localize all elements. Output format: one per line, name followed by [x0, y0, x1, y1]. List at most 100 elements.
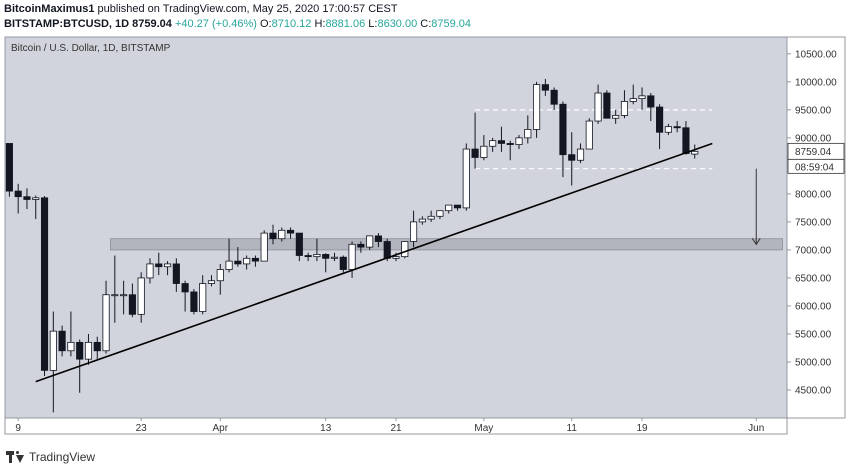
candle-up[interactable]: [313, 238, 321, 262]
candle-down[interactable]: [172, 258, 180, 292]
candle-body: [339, 256, 347, 270]
candle-up[interactable]: [576, 143, 585, 164]
last-price: 8759.04: [132, 18, 172, 30]
candle-up[interactable]: [102, 280, 110, 354]
candle-down[interactable]: [497, 126, 506, 152]
candle-down[interactable]: [304, 252, 312, 262]
candle-down[interactable]: [40, 196, 49, 376]
candle-down[interactable]: [23, 188, 31, 210]
candle-up[interactable]: [418, 216, 426, 225]
candle-body: [383, 241, 391, 259]
candle-up[interactable]: [330, 252, 339, 262]
ohlc-line: BITSTAMP:BTCUSD, 1D 8759.04 +40.27 (+0.4…: [4, 18, 471, 30]
candle-down[interactable]: [251, 255, 259, 267]
x-tick-label: 23: [136, 423, 148, 434]
candle-body: [32, 197, 40, 200]
candle-up[interactable]: [199, 275, 207, 315]
candle-body: [40, 197, 49, 371]
candle-down[interactable]: [550, 87, 558, 110]
candle-up[interactable]: [111, 255, 119, 323]
plot-area[interactable]: [4, 36, 788, 419]
chart-svg[interactable]: Bitcoin / U.S. Dollar, 1D, BITSTAMP 1050…: [0, 33, 850, 439]
candle-down[interactable]: [453, 204, 462, 211]
candle-down[interactable]: [603, 90, 611, 119]
candle-down[interactable]: [357, 241, 365, 253]
candle-up[interactable]: [594, 84, 602, 124]
candle-up[interactable]: [260, 230, 268, 262]
candle-down[interactable]: [541, 79, 549, 96]
countdown-label: 08:59:04: [795, 162, 834, 173]
candle-down[interactable]: [559, 101, 567, 178]
candle-up[interactable]: [612, 109, 620, 124]
candle-down[interactable]: [14, 183, 22, 214]
candle-up[interactable]: [243, 255, 251, 270]
y-tick-label: 5000.00: [795, 357, 832, 368]
candle-down[interactable]: [58, 325, 66, 357]
candle-body: [515, 137, 523, 145]
candle-up[interactable]: [146, 258, 154, 284]
candle-up[interactable]: [163, 261, 172, 276]
candle-up[interactable]: [524, 115, 532, 144]
candle-down[interactable]: [155, 252, 163, 276]
tradingview-logo[interactable]: TradingView: [6, 450, 95, 464]
candle-up[interactable]: [515, 135, 523, 150]
candle-down[interactable]: [673, 121, 681, 133]
price-change: +40.27 (+0.46%): [174, 18, 257, 30]
candle-down[interactable]: [5, 143, 13, 197]
candle-down[interactable]: [568, 132, 576, 186]
symbol-label[interactable]: BITSTAMP:BTCUSD, 1D: [4, 18, 130, 30]
candle-up[interactable]: [462, 143, 470, 211]
candle-up[interactable]: [67, 311, 75, 357]
candle-up[interactable]: [32, 195, 40, 220]
candle-body: [541, 84, 549, 91]
price-chart[interactable]: Bitcoin / U.S. Dollar, 1D, BITSTAMP 1050…: [0, 33, 850, 439]
candle-down[interactable]: [471, 112, 479, 169]
candle-up[interactable]: [533, 81, 541, 138]
candle-up[interactable]: [629, 84, 637, 105]
candle-down[interactable]: [506, 140, 514, 161]
candle-up[interactable]: [427, 210, 435, 222]
candle-up[interactable]: [436, 210, 444, 220]
low-value: 8630.00: [377, 18, 418, 30]
candle-up[interactable]: [84, 333, 93, 365]
candle-body: [84, 341, 93, 360]
trendline[interactable]: [35, 142, 713, 383]
candle-up[interactable]: [207, 275, 216, 287]
candle-up[interactable]: [216, 263, 224, 295]
candle-down[interactable]: [190, 289, 198, 315]
candle-up[interactable]: [49, 311, 57, 413]
candle-up[interactable]: [480, 135, 488, 161]
candle-up[interactable]: [410, 210, 418, 248]
candle-down[interactable]: [181, 280, 189, 312]
support-zone[interactable]: [110, 238, 784, 251]
candle-down[interactable]: [656, 104, 664, 150]
candle-up[interactable]: [664, 123, 672, 136]
candle-down[interactable]: [322, 253, 330, 273]
y-tick-label: 9000.00: [795, 133, 832, 144]
candle-down[interactable]: [295, 232, 303, 262]
candle-up[interactable]: [278, 227, 286, 242]
candle-up[interactable]: [401, 241, 409, 259]
candle-up[interactable]: [137, 272, 145, 323]
candle-down[interactable]: [128, 283, 136, 318]
candle-up[interactable]: [638, 87, 646, 110]
candle-up[interactable]: [585, 118, 593, 150]
candle-up[interactable]: [691, 144, 699, 159]
candle-down[interactable]: [234, 247, 242, 267]
candle-up[interactable]: [120, 280, 128, 315]
candle-up[interactable]: [445, 204, 453, 214]
price-axis[interactable]: [786, 36, 846, 419]
candle-down[interactable]: [286, 227, 295, 239]
candle-body: [146, 263, 154, 279]
candle-up[interactable]: [366, 235, 374, 250]
author-name[interactable]: BitcoinMaximus1: [4, 3, 95, 15]
candle-down[interactable]: [93, 336, 101, 360]
candle-down[interactable]: [374, 233, 382, 248]
candle-down[interactable]: [269, 224, 277, 245]
candle-down[interactable]: [647, 93, 655, 122]
candle-up[interactable]: [620, 90, 629, 119]
candle-up[interactable]: [489, 137, 497, 152]
candle-down[interactable]: [339, 255, 347, 273]
candle-body: [181, 283, 189, 293]
candle-up[interactable]: [225, 238, 233, 273]
